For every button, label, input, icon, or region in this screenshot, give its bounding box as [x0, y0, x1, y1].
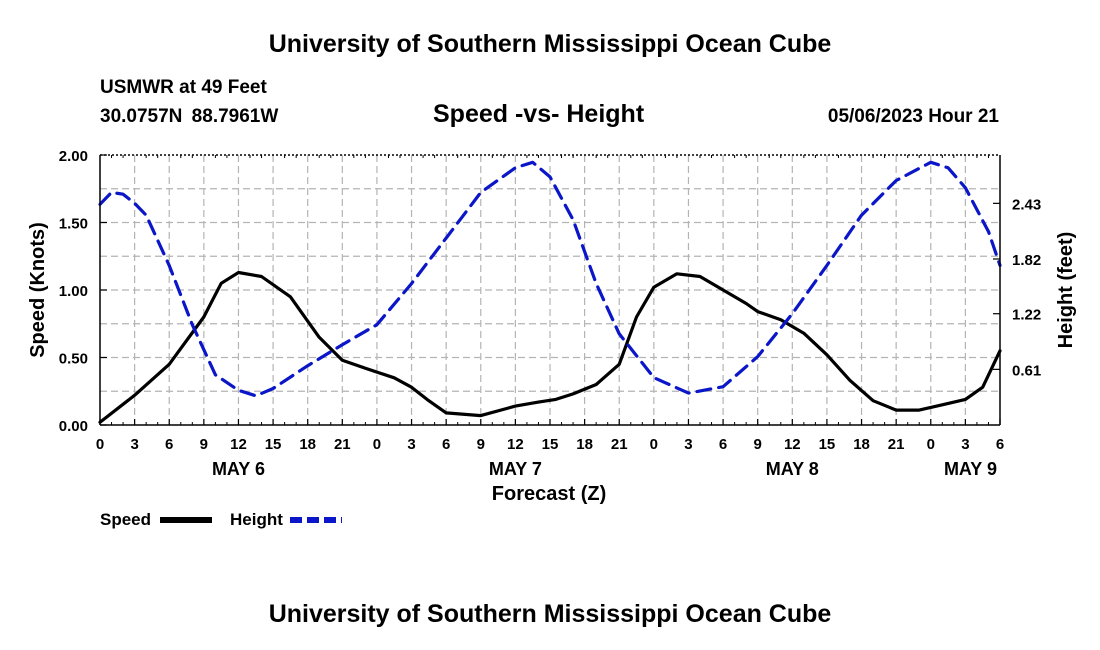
- date-label: MAY 9: [944, 459, 997, 479]
- x-tick-label: 6: [165, 436, 173, 453]
- x-tick-label: 15: [819, 436, 836, 453]
- x-tick-label: 18: [853, 436, 870, 453]
- footer-title: University of Southern Mississippi Ocean…: [268, 600, 832, 628]
- forecast-timestamp: 05/06/2023 Hour 21: [827, 106, 999, 127]
- x-axis-label: Forecast (Z): [492, 483, 606, 505]
- speed-height-chart: 0 3 6 9 12 15 18 21 0 3 6 9 12 15 18 21 0 3 6 9 12 15 18 21 0 3 6 M…: [27, 148, 1077, 529]
- y2-tick-label: 1.82: [1012, 252, 1041, 269]
- x-tick-label: 9: [754, 436, 762, 453]
- x-tick-label: 3: [130, 436, 138, 453]
- x-tick-label: 3: [684, 436, 692, 453]
- height-series-line: [98, 160, 1002, 398]
- x-tick-label: 3: [407, 436, 415, 453]
- plot-title: Speed -vs- Height: [433, 100, 645, 128]
- x-tick-label: 21: [611, 436, 628, 453]
- x-tick-label: 3: [961, 436, 969, 453]
- x-tick-label: 12: [507, 436, 524, 453]
- legend: Speed Height: [100, 510, 342, 529]
- station-label: USMWR at 49 Feet: [100, 77, 267, 98]
- y-tick-label: 0.50: [59, 351, 88, 368]
- x-tick-label: 21: [334, 436, 351, 453]
- x-tick-label: 6: [442, 436, 450, 453]
- x-tick-label: 12: [784, 436, 801, 453]
- y2-tick-label: 2.43: [1012, 196, 1041, 213]
- y-tick-label: 1.00: [59, 283, 88, 300]
- date-label: MAY 8: [766, 459, 819, 479]
- y-tick-label: 0.00: [59, 418, 88, 435]
- y2-tick-label: 1.22: [1012, 307, 1041, 324]
- y-tick-label: 2.00: [59, 148, 88, 165]
- x-tick-label: 0: [927, 436, 935, 453]
- x-tick-label: 0: [650, 436, 658, 453]
- x-tick-label: 6: [719, 436, 727, 453]
- y-tick-label: 1.50: [59, 216, 88, 233]
- date-label: MAY 6: [212, 459, 265, 479]
- legend-height-label: Height: [230, 510, 283, 529]
- speed-series-line: [98, 270, 1002, 424]
- x-tick-label: 18: [576, 436, 593, 453]
- legend-speed-label: Speed: [100, 510, 151, 529]
- x-tick-label: 12: [230, 436, 247, 453]
- x-tick-label: 0: [96, 436, 104, 453]
- x-tick-label: 6: [996, 436, 1004, 453]
- x-tick-label: 15: [265, 436, 282, 453]
- y2-tick-label: 0.61: [1012, 362, 1041, 379]
- x-tick-label: 9: [200, 436, 208, 453]
- y-axis-label: Speed (Knots): [27, 222, 49, 358]
- x-tick-label: 0: [373, 436, 381, 453]
- x-tick-label: 15: [542, 436, 559, 453]
- x-tick-label: 21: [888, 436, 905, 453]
- date-label: MAY 7: [489, 459, 542, 479]
- station-coordinates: 30.0757N 88.7961W: [100, 106, 279, 127]
- y2-axis-label: Height (feet): [1055, 232, 1077, 349]
- x-tick-label: 9: [477, 436, 485, 453]
- x-tick-label: 18: [299, 436, 316, 453]
- page-title: University of Southern Mississippi Ocean…: [268, 30, 832, 58]
